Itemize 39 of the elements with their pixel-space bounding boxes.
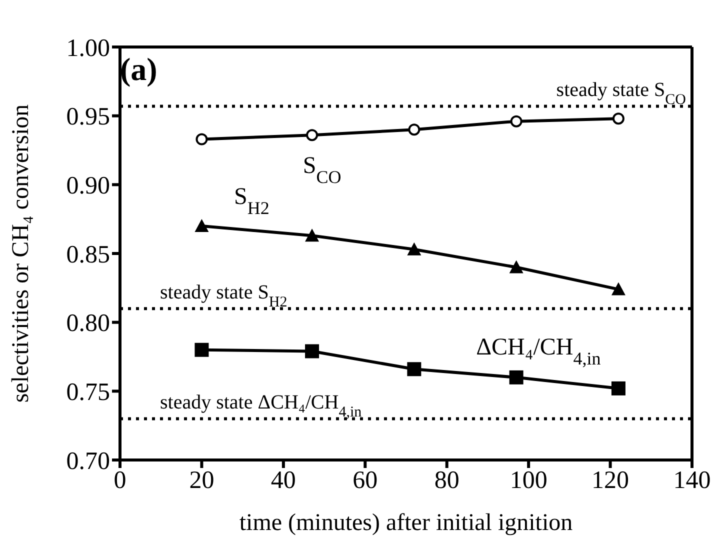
x-tick-label: 60 — [352, 466, 378, 494]
y-tick-label: 0.90 — [66, 172, 110, 200]
point — [509, 370, 524, 384]
y-tick-label: 0.70 — [66, 448, 110, 475]
series-label: S$_{CO}$ — [302, 153, 342, 188]
y-tick-label: 0.75 — [66, 379, 110, 406]
point — [305, 228, 320, 242]
point — [407, 362, 422, 376]
ref-line-label: steady state S$_{H2}$ — [160, 282, 288, 311]
y-tick-label: 0.95 — [66, 104, 110, 131]
ref-line-label: steady state S$_{CO}$ — [556, 79, 686, 108]
point — [194, 218, 209, 232]
x-tick-label: 120 — [592, 466, 630, 494]
point — [306, 129, 318, 142]
point — [305, 344, 320, 358]
x-tick-label: 80 — [434, 466, 460, 494]
point — [196, 133, 208, 146]
point — [407, 242, 422, 256]
point — [194, 342, 209, 357]
point — [408, 124, 420, 136]
point — [509, 260, 524, 274]
point — [612, 112, 624, 125]
ref-line-label: steady state ΔCH₄/CH$_{4,in}$ — [160, 392, 362, 421]
x-tick-label: 20 — [189, 466, 214, 494]
x-tick-label: 0 — [114, 466, 126, 494]
series-label: S$_{H2}$ — [234, 184, 270, 218]
chart-title: (a) — [120, 51, 158, 87]
point — [510, 115, 522, 128]
y-axis-title: selectivities or CH₄ conversion — [8, 104, 34, 403]
x-tick-label: 140 — [673, 466, 711, 494]
point — [611, 381, 626, 396]
x-tick-label: 100 — [510, 466, 548, 494]
y-tick-label: 1.00 — [66, 34, 110, 62]
point — [611, 282, 626, 296]
y-tick-label: 0.85 — [66, 241, 110, 268]
y-tick-label: 0.80 — [66, 310, 110, 338]
series-label: ΔCH₄/CH$_{4,in}$ — [476, 334, 601, 368]
x-axis-title: time (minutes) after initial ignition — [239, 510, 573, 536]
x-tick-label: 40 — [270, 466, 296, 494]
